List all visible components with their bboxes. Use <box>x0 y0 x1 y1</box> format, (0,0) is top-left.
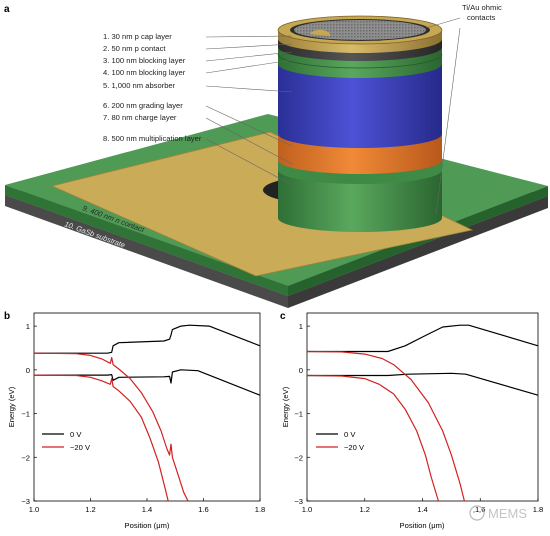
x-axis-label: Position (μm) <box>400 521 445 530</box>
layer-label-6: 6. 200 nm grading layer <box>103 101 183 110</box>
y-axis-label: Energy (eV) <box>7 386 16 427</box>
n-contact-pad <box>50 131 474 277</box>
n-layer-front-side <box>5 185 288 296</box>
series-line-0v-valence <box>34 369 261 396</box>
y-tick-label: 0 <box>299 366 303 375</box>
x-tick-label: 1.4 <box>142 505 153 514</box>
plot-curves <box>33 324 261 502</box>
y-tick-label: 0 <box>26 366 30 375</box>
panel-a-letter: a <box>4 4 10 15</box>
wechat-icon <box>469 505 485 521</box>
layer-labels: 1. 30 nm p cap layer 2. 50 nm p contact … <box>103 32 202 143</box>
substrate-front-side <box>5 195 288 308</box>
y-axis-label: Energy (eV) <box>281 386 290 427</box>
wechat-icon-eye <box>479 511 481 513</box>
series-line-0v-valence <box>307 372 539 396</box>
panel-b-letter: b <box>4 311 10 322</box>
axis-ticks: 1.0 1.2 1.4 1.6 1.8 1 0 −1 −2 −3 <box>294 322 543 514</box>
panel-c-letter: c <box>280 311 286 322</box>
leader-line <box>205 59 293 74</box>
wechat-icon-eye <box>473 511 475 513</box>
x-tick-label: 1.0 <box>302 505 313 514</box>
x-tick-label: 1.2 <box>85 505 96 514</box>
leader-line <box>205 105 293 147</box>
layer-absorber <box>278 62 442 148</box>
series-line-0v-conduction <box>307 324 539 353</box>
contacts-label-line1: Ti/Au ohmic <box>462 3 502 12</box>
y-tick-label: −2 <box>294 453 303 462</box>
series-line-0v-conduction <box>34 324 261 354</box>
leader-line <box>205 35 293 38</box>
watermark-text: MEMS <box>488 506 527 521</box>
layer-label-4: 4. 100 nm blocking layer <box>103 68 186 77</box>
series-line-20v-valence <box>306 374 439 502</box>
contacts-label-line2: contacts <box>467 13 495 22</box>
legend: 0 V −20 V <box>316 430 365 452</box>
y-tick-label: −3 <box>294 497 303 506</box>
series-line-20v-conduction <box>33 352 189 502</box>
x-tick-label: 1.8 <box>533 505 544 514</box>
y-tick-label: −3 <box>21 497 30 506</box>
leader-lines <box>205 17 461 215</box>
top-face-outline <box>277 15 443 45</box>
legend-label-20v: −20 V <box>344 443 365 452</box>
leader-line <box>205 117 293 165</box>
x-tick-label: 1.0 <box>29 505 40 514</box>
layer-label-2: 2. 50 nm p contact <box>103 44 166 53</box>
y-tick-label: −2 <box>21 453 30 462</box>
x-tick-label: 1.4 <box>417 505 428 514</box>
y-tick-label: 1 <box>299 322 303 331</box>
leader-line <box>425 17 461 29</box>
x-tick-label: 1.6 <box>198 505 209 514</box>
watermark: MEMS <box>469 505 527 521</box>
leader-line <box>205 43 293 50</box>
layer-label-3: 3. 100 nm blocking layer <box>103 56 186 65</box>
x-tick-label: 1.8 <box>255 505 266 514</box>
x-tick-label: 1.2 <box>359 505 370 514</box>
legend-label-0v: 0 V <box>70 430 82 439</box>
top-window-grid <box>294 20 426 40</box>
series-line-20v-valence <box>33 374 169 502</box>
legend-label-0v: 0 V <box>344 430 356 439</box>
plot-frame <box>306 312 539 502</box>
x-tick-label: 1.6 <box>475 505 486 514</box>
y-tick-label: −1 <box>294 410 303 419</box>
y-tick-label: 1 <box>26 322 30 331</box>
top-contact-tab <box>310 29 331 36</box>
layer-label-8: 8. 500 nm multiplication layer <box>103 134 202 143</box>
plot-curves <box>306 324 539 502</box>
chart-panel-b: 1.0 1.2 1.4 1.6 1.8 1 0 −1 −2 −3 Energy (eV) Posi… <box>7 312 265 530</box>
device-schematic: 1. 30 nm p cap layer 2. 50 nm p contact … <box>5 3 548 308</box>
layer-label-5: 5. 1,000 nm absorber <box>103 81 176 90</box>
series-line-20v-conduction <box>306 350 465 502</box>
leader-line <box>205 138 293 186</box>
x-axis-label: Position (μm) <box>125 521 170 530</box>
chart-panel-c: 1.0 1.2 1.4 1.6 1.8 1 0 −1 −2 −3 Energy (eV) Posi… <box>281 312 543 530</box>
layer-label-1: 1. 30 nm p cap layer <box>103 32 172 41</box>
layer-label-7: 7. 80 nm charge layer <box>103 113 177 122</box>
legend: 0 V −20 V <box>42 430 91 452</box>
leader-line <box>435 27 461 215</box>
legend-label-20v: −20 V <box>70 443 91 452</box>
axis-ticks: 1.0 1.2 1.4 1.6 1.8 1 0 −1 −2 −3 <box>21 322 265 514</box>
y-tick-label: −1 <box>21 410 30 419</box>
substrate-right-side <box>288 196 548 308</box>
blocking-layer-boundary <box>277 53 443 69</box>
leader-line <box>205 85 293 93</box>
leader-line <box>205 51 293 62</box>
